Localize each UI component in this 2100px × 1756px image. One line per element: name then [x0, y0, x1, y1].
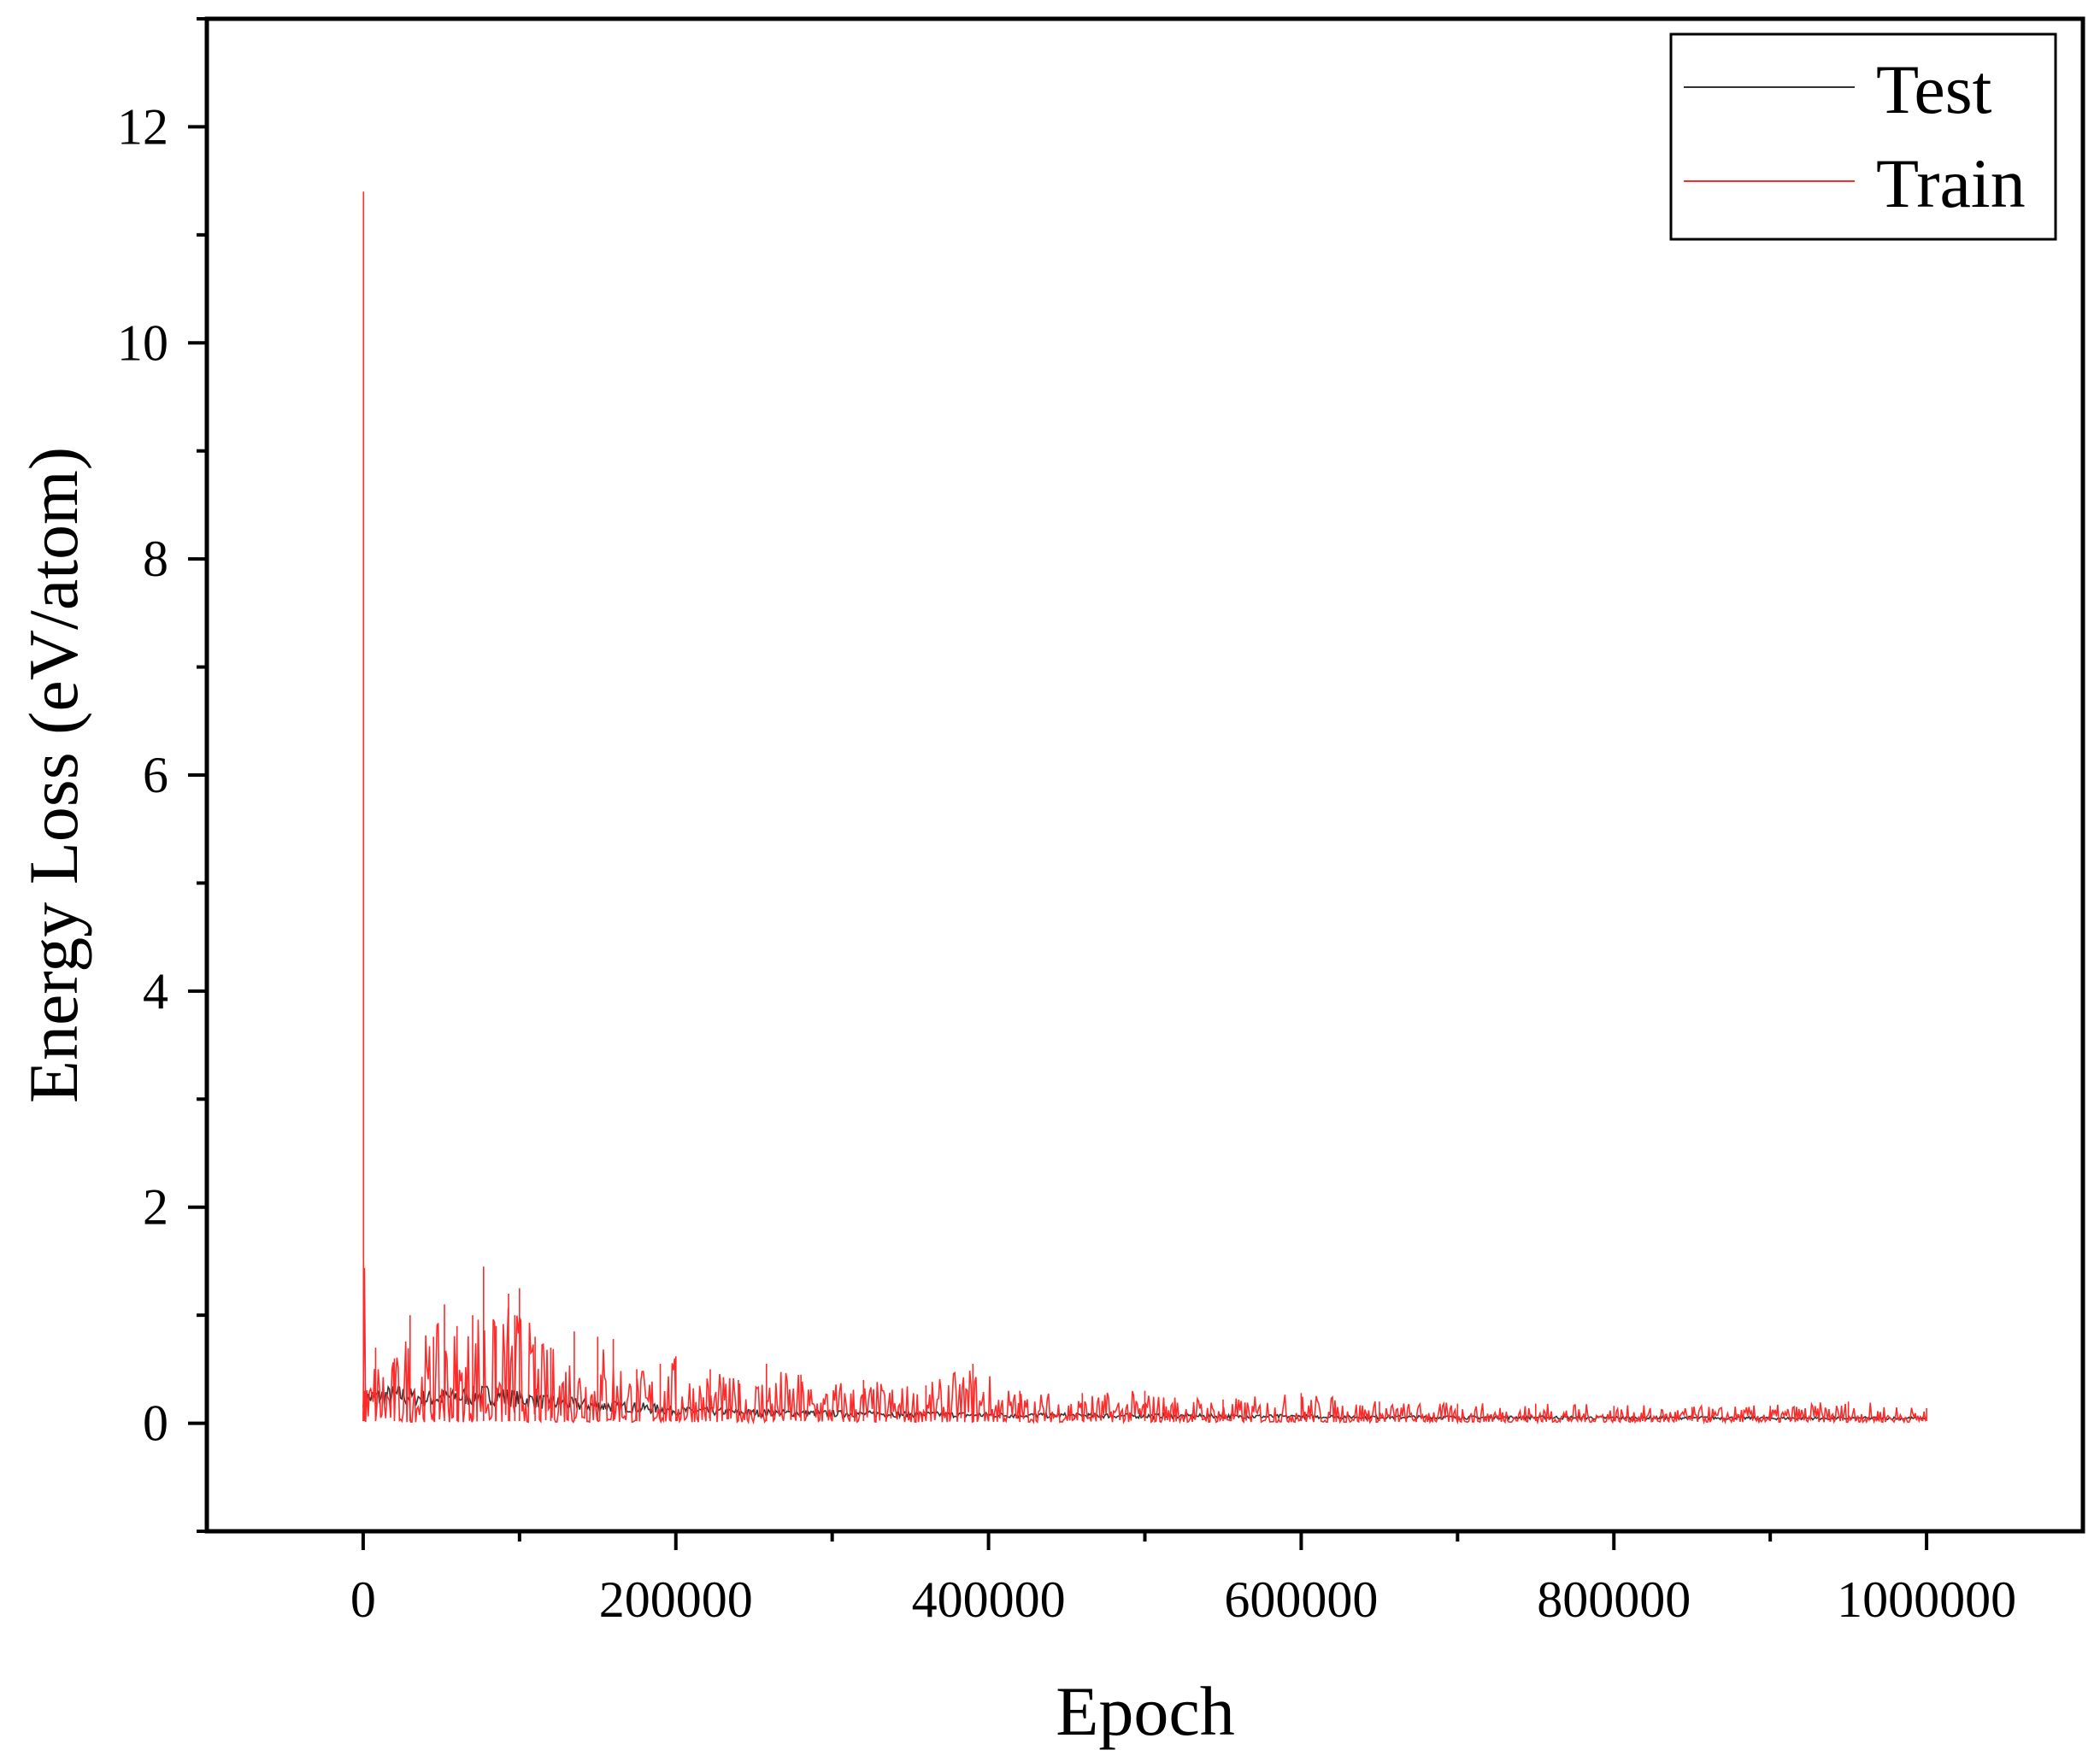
- y-tick-label: 4: [143, 963, 168, 1019]
- x-tick-label: 200000: [599, 1571, 753, 1628]
- y-tick-label: 12: [117, 98, 168, 155]
- y-tick-label: 10: [117, 314, 168, 371]
- y-tick-label: 6: [143, 747, 168, 803]
- x-axis-title: Epoch: [1056, 1672, 1234, 1750]
- legend-label-test: Test: [1876, 50, 1992, 128]
- legend-box: [1669, 32, 2057, 241]
- y-tick-label: 0: [143, 1395, 168, 1452]
- legend-label-train: Train: [1876, 144, 2026, 222]
- x-tick-label: 400000: [912, 1571, 1066, 1628]
- x-tick-label: 800000: [1537, 1571, 1691, 1628]
- plot-frame: [204, 16, 2085, 1534]
- plot-traces: [362, 191, 1927, 1425]
- y-tick-label: 8: [143, 531, 168, 587]
- y-axis-title: Energy Loss (eV/atom): [15, 447, 92, 1103]
- x-tick-label: 600000: [1224, 1571, 1378, 1628]
- x-tick-label: 1000000: [1837, 1571, 2016, 1628]
- series-line-train: [362, 191, 1927, 1425]
- axis-ticks: 0 200000 400000 600000 800000 1000000 0 2 4 6 8 10 1…: [117, 17, 2016, 1628]
- legend: Test Train: [1669, 32, 2057, 241]
- y-tick-label: 2: [143, 1179, 168, 1236]
- x-tick-label: 0: [350, 1571, 376, 1628]
